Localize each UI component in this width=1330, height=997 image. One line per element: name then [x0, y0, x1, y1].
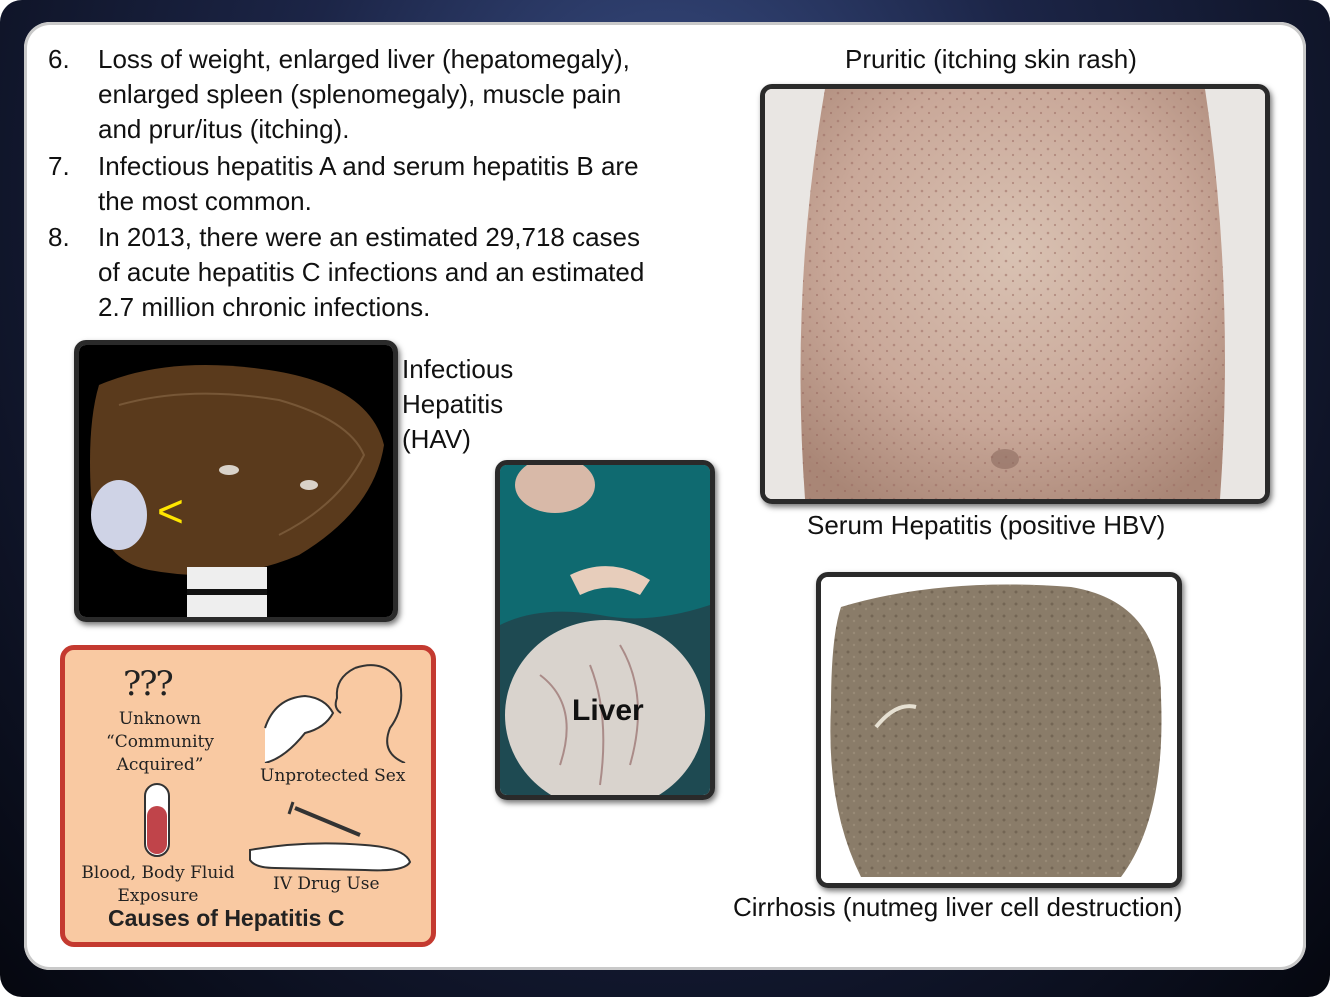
liver-label: Liver — [572, 694, 644, 727]
bullet-number: 8. — [48, 222, 70, 252]
cirrhosis-illustration — [821, 577, 1177, 883]
cause-unknown: Unknown “Community Acquired” — [95, 708, 225, 777]
rash-caption-bottom: Serum Hepatitis (positive HBV) — [807, 510, 1166, 540]
syringe-arm-icon — [249, 801, 412, 872]
hav-caption-line: Hepatitis — [402, 389, 504, 419]
hav-caption-line: (HAV) — [402, 424, 471, 454]
cause-label-line: Blood, Body Fluid — [81, 863, 235, 883]
question-marks-icon: ??? — [123, 664, 174, 704]
rash-photo-illustration — [765, 89, 1265, 499]
cause-label-line: Unknown — [118, 709, 202, 729]
hav-caption: Infectious Hepatitis (HAV) — [402, 352, 513, 457]
enlarged-liver-illustration: Liver — [500, 465, 710, 795]
bullet-line: 2.7 million chronic infections. — [98, 292, 431, 322]
blood-tube-icon — [144, 783, 170, 857]
cause-label-line: Acquired” — [116, 755, 204, 775]
hav-caption-line: Infectious — [402, 354, 514, 384]
hav-marker: < — [157, 485, 184, 537]
cause-label-line: Exposure — [117, 886, 199, 906]
bullet-line: Infectious hepatitis A and serum hepatit… — [98, 151, 639, 181]
bullet-line: and prur/itus (itching). — [98, 114, 350, 144]
cause-label-line: “Community — [106, 732, 214, 752]
cause-blood: Blood, Body Fluid Exposure — [73, 862, 243, 908]
cirrhosis-photo — [816, 572, 1182, 888]
cirrhosis-caption: Cirrhosis (nutmeg liver cell destruction… — [733, 892, 1183, 922]
bullet-item: In 2013, there were an estimated 29,718 … — [98, 220, 644, 325]
bullet-line: In 2013, there were an estimated 29,718 … — [98, 222, 641, 252]
rash-caption-top: Pruritic (itching skin rash) — [845, 44, 1137, 74]
bullet-item: Loss of weight, enlarged liver (hepatome… — [98, 42, 630, 147]
bullet-line: Loss of weight, enlarged liver (hepatome… — [98, 44, 630, 74]
hav-liver-illustration: < — [79, 345, 393, 617]
bullet-line: of acute hepatitis C infections and an e… — [98, 257, 645, 287]
bullet-number: 7. — [48, 151, 70, 181]
couple-kissing-icon — [264, 664, 406, 763]
bullet-line: the most common. — [98, 186, 312, 216]
hav-liver-photo: < — [74, 340, 398, 622]
causes-diagram: ??? Unknown “Community Acquired” Unprote… — [60, 645, 436, 947]
cause-sex: Unprotected Sex — [260, 766, 406, 786]
bullet-number: 6. — [48, 44, 70, 74]
rash-photo — [760, 84, 1270, 504]
bullet-item: Infectious hepatitis A and serum hepatit… — [98, 149, 639, 219]
bullet-line: enlarged spleen (splenomegaly), muscle p… — [98, 79, 622, 109]
enlarged-liver-photo: Liver — [495, 460, 715, 800]
cause-drug: IV Drug Use — [273, 874, 380, 894]
causes-title: Causes of Hepatitis C — [108, 905, 345, 931]
